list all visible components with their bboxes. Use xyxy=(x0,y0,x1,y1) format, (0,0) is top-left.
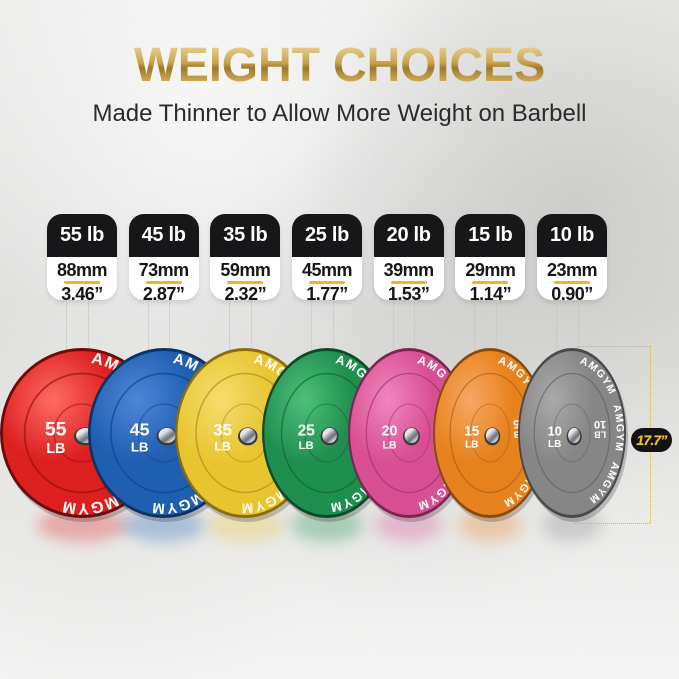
svg-text:LB: LB xyxy=(594,429,606,439)
svg-text:10: 10 xyxy=(548,425,562,439)
svg-text:10: 10 xyxy=(594,418,606,430)
svg-text:LB: LB xyxy=(548,439,561,450)
svg-text:LB: LB xyxy=(46,441,65,457)
